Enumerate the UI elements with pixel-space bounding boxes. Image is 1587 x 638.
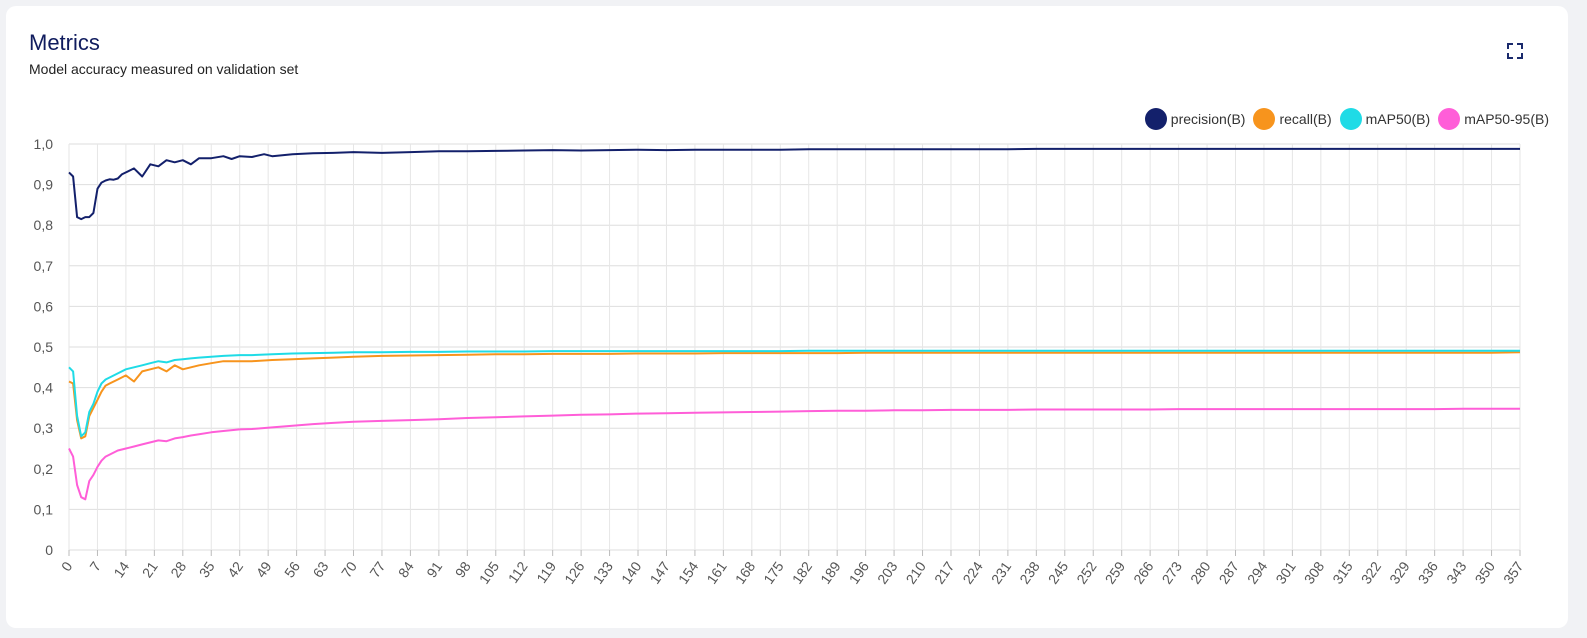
legend-label: mAP50(B) — [1365, 111, 1431, 127]
x-tick-label: 315 — [1329, 558, 1356, 586]
x-tick-label: 119 — [533, 558, 559, 586]
x-tick-label: 21 — [139, 558, 161, 580]
x-tick-label: 91 — [423, 558, 445, 580]
x-tick-label: 238 — [1016, 558, 1043, 586]
series-line-map50-b- — [68, 349, 1520, 438]
x-tick-label: 35 — [196, 558, 218, 580]
x-tick-label: 329 — [1386, 558, 1413, 586]
x-tick-label: 56 — [281, 558, 303, 580]
x-tick-label: 203 — [874, 558, 901, 586]
y-tick-label: 0,1 — [34, 501, 54, 517]
x-tick-label: 266 — [1130, 558, 1157, 586]
expand-icon[interactable] — [1500, 36, 1530, 66]
x-tick-label: 301 — [1272, 558, 1299, 586]
card-subtitle: Model accuracy measured on validation se… — [29, 61, 299, 77]
x-tick-label: 42 — [224, 558, 246, 580]
x-tick-label: 252 — [1073, 558, 1100, 586]
x-tick-label: 70 — [338, 558, 360, 580]
legend-label: mAP50-95(B) — [1464, 111, 1549, 127]
x-tick-label: 357 — [1500, 558, 1527, 586]
y-tick-label: 0,4 — [34, 380, 54, 396]
x-tick-label: 105 — [476, 558, 503, 586]
x-tick-label: 231 — [988, 558, 1015, 586]
legend-swatch — [1253, 108, 1276, 130]
legend-item-precision-b-[interactable]: precision(B) — [1144, 108, 1246, 130]
card-title: Metrics — [29, 30, 100, 55]
x-tick-label: 217 — [931, 558, 958, 586]
x-tick-label: 343 — [1443, 558, 1470, 586]
x-tick-label: 28 — [167, 558, 189, 580]
legend-swatch — [1438, 108, 1461, 130]
x-tick-label: 259 — [1102, 558, 1129, 586]
x-tick-label: 280 — [1187, 558, 1214, 586]
x-tick-label: 126 — [561, 558, 588, 586]
x-tick-label: 336 — [1415, 558, 1442, 586]
x-tick-label: 224 — [959, 558, 986, 586]
legend-label: precision(B) — [1170, 111, 1246, 127]
metrics-card: Metrics Model accuracy measured on valid… — [6, 6, 1568, 628]
series-line-map50-95-b- — [68, 407, 1520, 501]
x-tick-label: 287 — [1215, 558, 1242, 586]
x-tick-label: 0 — [58, 558, 76, 574]
y-tick-label: 0,2 — [34, 461, 54, 477]
y-tick-label: 0,9 — [34, 177, 54, 193]
x-tick-label: 154 — [675, 558, 702, 586]
x-tick-label: 168 — [732, 558, 759, 586]
x-tick-label: 147 — [646, 558, 673, 586]
legend-swatch — [1144, 108, 1167, 130]
x-tick-label: 210 — [902, 558, 929, 586]
x-tick-label: 161 — [703, 558, 730, 586]
y-tick-label: 0,5 — [34, 339, 54, 355]
y-tick-label: 0,7 — [34, 258, 54, 274]
x-tick-label: 245 — [1045, 558, 1072, 586]
y-tick-label: 0,3 — [34, 420, 54, 436]
y-tick-label: 1,0 — [34, 136, 54, 152]
series-line-recall-b- — [68, 351, 1521, 440]
x-tick-label: 196 — [846, 558, 873, 586]
legend-item-map50-b-[interactable]: mAP50(B) — [1339, 108, 1431, 130]
x-tick-label: 294 — [1244, 558, 1271, 586]
x-tick-label: 77 — [366, 558, 388, 580]
x-tick-label: 189 — [817, 558, 844, 586]
legend-swatch — [1339, 108, 1362, 130]
x-tick-label: 84 — [395, 558, 417, 580]
chart-legend: precision(B) recall(B) mAP50(B) mAP50-95(B) — [1137, 108, 1549, 130]
x-tick-label: 14 — [110, 558, 132, 580]
y-tick-label: 0,8 — [34, 217, 54, 233]
x-tick-label: 49 — [253, 558, 275, 580]
x-tick-label: 350 — [1472, 558, 1499, 586]
legend-item-map50-95-b-[interactable]: mAP50-95(B) — [1438, 108, 1549, 130]
x-tick-label: 175 — [760, 558, 787, 586]
x-tick-label: 133 — [590, 558, 617, 586]
x-tick-label: 112 — [505, 558, 531, 586]
series-line-precision-b- — [68, 147, 1520, 221]
x-tick-label: 140 — [618, 558, 645, 586]
y-tick-label: 0,6 — [34, 298, 54, 314]
x-tick-label: 7 — [86, 558, 104, 574]
x-tick-label: 273 — [1159, 558, 1186, 586]
x-tick-label: 98 — [452, 558, 474, 580]
x-tick-label: 182 — [789, 558, 816, 586]
x-tick-label: 322 — [1358, 558, 1385, 586]
x-tick-label: 63 — [309, 558, 331, 580]
x-tick-label: 308 — [1301, 558, 1328, 586]
y-tick-label: 0 — [45, 542, 53, 558]
legend-label: recall(B) — [1279, 111, 1332, 127]
legend-item-recall-b-[interactable]: recall(B) — [1253, 108, 1332, 130]
